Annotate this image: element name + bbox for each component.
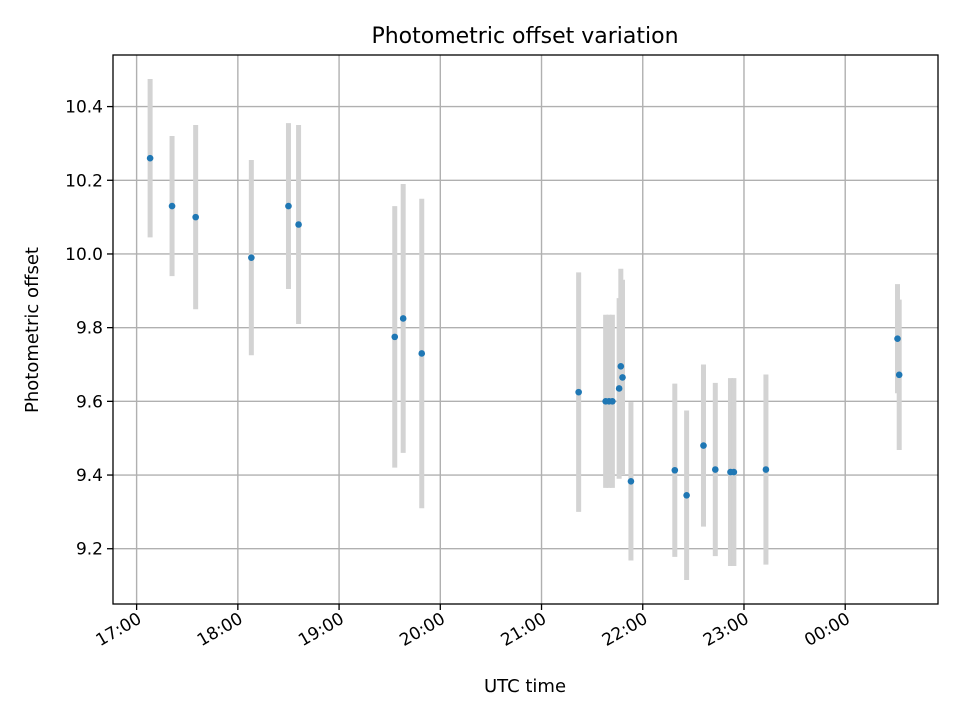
data-point bbox=[619, 374, 626, 381]
grid bbox=[113, 55, 938, 604]
data-point bbox=[146, 154, 154, 162]
data-point bbox=[391, 333, 399, 341]
y-tick-label: 10.0 bbox=[65, 245, 103, 265]
data-points bbox=[146, 154, 903, 499]
data-point bbox=[285, 202, 292, 210]
data-point bbox=[575, 388, 582, 396]
data-point bbox=[399, 315, 407, 322]
data-point bbox=[617, 363, 625, 370]
data-point bbox=[168, 202, 176, 210]
data-point bbox=[248, 254, 255, 261]
x-tick-label: 00:00 bbox=[801, 609, 853, 651]
data-point bbox=[418, 350, 426, 357]
plot-frame bbox=[112, 54, 939, 605]
data-point bbox=[762, 466, 770, 473]
y-tick-label: 9.8 bbox=[76, 319, 103, 339]
error-bars bbox=[147, 78, 902, 581]
data-point bbox=[615, 385, 623, 392]
y-tick-label: 10.4 bbox=[65, 98, 103, 118]
data-point bbox=[895, 371, 903, 379]
x-tick-label: 20:00 bbox=[396, 609, 448, 651]
x-tick-label: 19:00 bbox=[295, 609, 347, 651]
data-point bbox=[683, 492, 690, 499]
data-point bbox=[192, 213, 199, 221]
x-axis-label: UTC time bbox=[484, 676, 566, 697]
chart-title: Photometric offset variation bbox=[371, 24, 678, 49]
y-tick-label: 9.6 bbox=[76, 392, 103, 412]
y-tick-label: 9.2 bbox=[76, 540, 103, 560]
data-point bbox=[627, 478, 635, 485]
x-tick-label: 22:00 bbox=[599, 609, 651, 651]
data-point bbox=[712, 466, 719, 473]
data-point bbox=[700, 442, 707, 449]
y-tick-label: 9.4 bbox=[76, 466, 103, 486]
x-tick-label: 18:00 bbox=[194, 609, 246, 651]
y-axis-label: Photometric offset bbox=[22, 247, 43, 413]
x-tick-label: 17:00 bbox=[93, 609, 145, 651]
y-tick-label: 10.2 bbox=[65, 171, 103, 191]
data-point bbox=[730, 468, 738, 476]
x-tick-label: 21:00 bbox=[498, 609, 550, 651]
data-point bbox=[894, 335, 901, 343]
data-point bbox=[609, 398, 616, 405]
data-point bbox=[295, 221, 302, 228]
data-point bbox=[671, 466, 679, 474]
x-tick-label: 23:00 bbox=[700, 609, 752, 651]
